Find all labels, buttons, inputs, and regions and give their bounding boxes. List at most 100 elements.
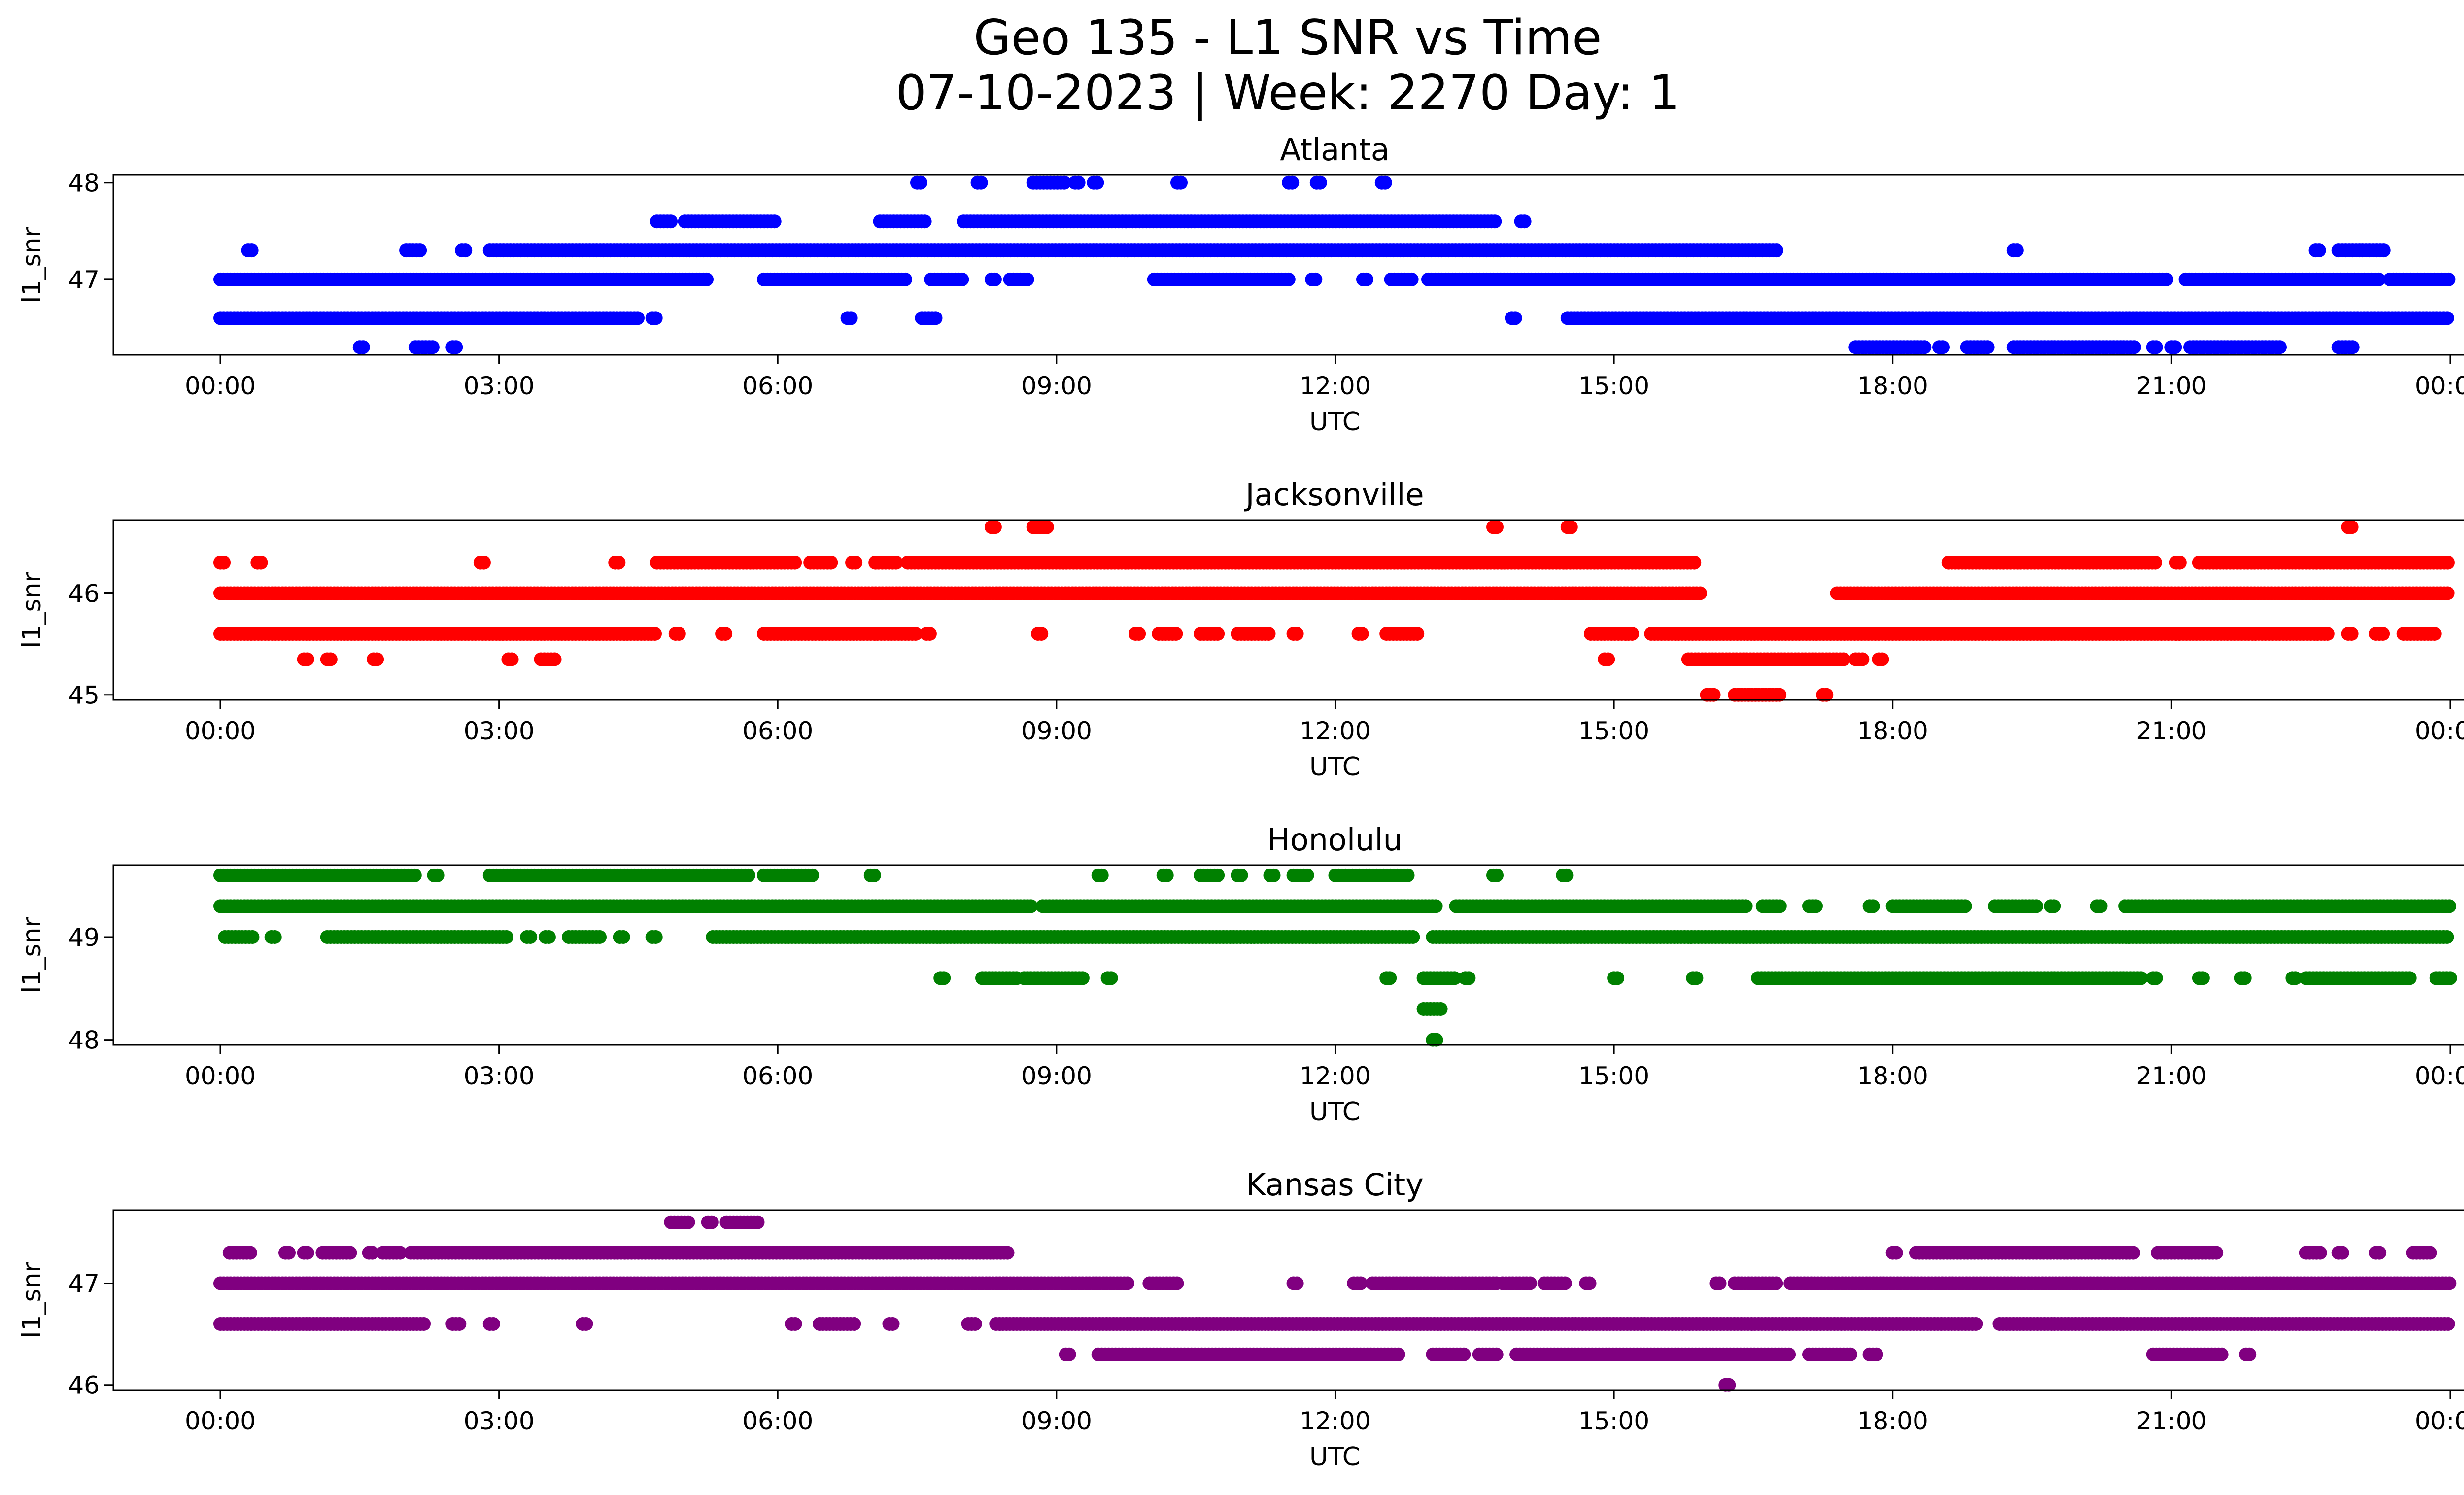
scatter-point [889, 556, 903, 570]
scatter-point [988, 272, 1002, 286]
scatter-point [1040, 520, 1054, 534]
scatter-point [1234, 868, 1248, 882]
scatter-point [1057, 175, 1071, 190]
x-tick-label: 00:00 [185, 1062, 256, 1090]
scatter-point [1687, 556, 1702, 570]
scatter-point [1378, 175, 1392, 190]
scatter-point [2443, 971, 2457, 985]
scatter-point [1875, 652, 1889, 666]
scatter-point [2047, 899, 2061, 913]
scatter-point [244, 243, 259, 258]
scatter-points [213, 520, 2455, 702]
scatter-point [425, 340, 440, 354]
scatter-point [430, 868, 445, 882]
scatter-point [844, 311, 858, 325]
x-tick-label: 18:00 [1857, 717, 1928, 745]
scatter-points [213, 1215, 2457, 1392]
scatter-point [2273, 340, 2287, 354]
scatter-point [648, 627, 662, 641]
scatter-point [1434, 1002, 1448, 1016]
x-tick-label: 15:00 [1578, 1062, 1649, 1090]
scatter-point [1024, 899, 1038, 913]
scatter-point [1559, 868, 1574, 882]
scatter-point [254, 556, 268, 570]
x-tick-label: 21:00 [2136, 717, 2207, 745]
scatter-point [1707, 688, 1721, 702]
scatter-point [700, 272, 714, 286]
scatter-point [1020, 272, 1034, 286]
x-tick-label: 21:00 [2136, 1062, 2207, 1090]
scatter-point [1773, 899, 1787, 913]
scatter-point [2149, 971, 2163, 985]
y-tick-label: 48 [68, 1026, 100, 1055]
scatter-point [1490, 868, 1504, 882]
scatter-point [955, 272, 969, 286]
x-tick-label: 15:00 [1578, 372, 1649, 400]
scatter-point [2172, 556, 2187, 570]
scatter-points [213, 175, 2456, 354]
x-axis-label: UTC [1309, 407, 1360, 437]
x-tick-label: 12:00 [1300, 717, 1370, 745]
scatter-point [1773, 688, 1787, 702]
scatter-point [2440, 556, 2455, 570]
plot-frame [112, 174, 2464, 356]
x-tick-label: 18:00 [1857, 1062, 1928, 1090]
scatter-point [499, 930, 513, 944]
x-tick-label: 12:00 [1300, 1062, 1370, 1090]
scatter-point [805, 868, 819, 882]
scatter-point [2402, 971, 2417, 985]
scatter-point [2440, 930, 2454, 944]
scatter-point [1429, 899, 1443, 913]
x-tick-label: 06:00 [742, 372, 813, 400]
scatter-point [988, 520, 1002, 534]
scatter-point [1034, 627, 1049, 641]
scatter-point [612, 556, 626, 570]
scatter-point [593, 930, 607, 944]
x-tick-label: 00:00 [2415, 717, 2464, 745]
scatter-point [1855, 652, 1870, 666]
x-tick-label: 06:00 [742, 1062, 813, 1090]
scatter-point [523, 930, 538, 944]
y-tick-label: 48 [68, 169, 100, 198]
scatter-point [370, 652, 384, 666]
subplot-title: Jacksonville [1243, 477, 1424, 513]
x-tick-label: 03:00 [464, 717, 535, 745]
scatter-point [974, 175, 988, 190]
y-axis-label: l1_snr [17, 916, 47, 993]
scatter-point [849, 556, 863, 570]
x-tick-label: 15:00 [1578, 717, 1649, 745]
scatter-point [243, 1246, 257, 1260]
x-tick-label: 21:00 [2136, 372, 2207, 400]
scatter-point [1160, 868, 1174, 882]
scatter-point [1739, 899, 1753, 913]
scatter-point [914, 175, 927, 190]
scatter-point [548, 652, 562, 666]
scatter-point [2442, 899, 2457, 913]
scatter-point [458, 243, 473, 258]
x-tick-label: 00:00 [185, 372, 256, 400]
figure-subtitle: 07-10-2023 | Week: 2270 Day: 1 [895, 65, 1680, 121]
scatter-point [2441, 272, 2456, 286]
scatter-point [1689, 971, 1704, 985]
scatter-point [1383, 971, 1397, 985]
scatter-point [1075, 971, 1090, 985]
scatter-point [681, 1215, 695, 1229]
y-tick-label: 47 [68, 266, 100, 294]
plot-frame [112, 864, 2464, 1046]
x-axis-label: UTC [1309, 1097, 1360, 1127]
scatter-point [2237, 971, 2252, 985]
x-tick-label: 09:00 [1021, 717, 1092, 745]
y-tick-label: 49 [68, 923, 100, 952]
scatter-point [2029, 899, 2044, 913]
x-tick-label: 09:00 [1021, 1062, 1092, 1090]
scatter-point [649, 930, 663, 944]
scatter-point [1836, 652, 1850, 666]
x-tick-label: 03:00 [464, 1062, 535, 1090]
scatter-point [1625, 627, 1639, 641]
scatter-point [1693, 586, 1707, 600]
scatter-point [2134, 971, 2148, 985]
scatter-point [2371, 272, 2386, 286]
scatter-point [1410, 627, 1425, 641]
